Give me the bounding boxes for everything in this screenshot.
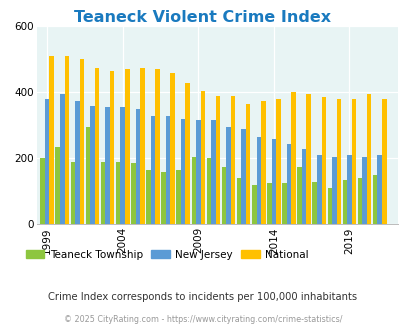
Bar <box>181 119 185 224</box>
Bar <box>361 157 366 224</box>
Bar <box>346 155 351 224</box>
Bar <box>45 99 49 224</box>
Bar <box>110 71 114 224</box>
Bar <box>312 182 316 224</box>
Bar <box>226 127 230 224</box>
Bar <box>150 115 155 224</box>
Bar <box>105 107 110 224</box>
Legend: Teaneck Township, New Jersey, National: Teaneck Township, New Jersey, National <box>21 246 312 264</box>
Bar <box>131 163 135 224</box>
Bar <box>301 148 306 224</box>
Text: Teaneck Violent Crime Index: Teaneck Violent Crime Index <box>74 10 331 25</box>
Bar <box>196 120 200 224</box>
Text: Crime Index corresponds to incidents per 100,000 inhabitants: Crime Index corresponds to incidents per… <box>48 292 357 302</box>
Bar <box>70 162 75 224</box>
Bar <box>366 94 371 224</box>
Bar <box>40 158 45 224</box>
Bar <box>236 178 241 224</box>
Bar <box>260 101 265 224</box>
Bar <box>55 147 60 224</box>
Bar <box>245 104 250 224</box>
Bar <box>200 91 205 224</box>
Bar <box>256 137 260 224</box>
Bar <box>116 162 120 224</box>
Bar <box>49 56 54 224</box>
Bar <box>155 69 159 224</box>
Bar <box>221 167 226 224</box>
Bar <box>60 94 64 224</box>
Bar <box>336 99 340 224</box>
Bar <box>306 94 310 224</box>
Bar <box>286 144 290 224</box>
Bar <box>316 155 321 224</box>
Bar <box>146 170 150 224</box>
Bar <box>351 99 356 224</box>
Bar <box>170 73 175 224</box>
Bar <box>281 183 286 224</box>
Bar <box>241 129 245 224</box>
Bar <box>161 172 165 224</box>
Bar <box>372 175 377 224</box>
Bar <box>381 99 386 224</box>
Bar <box>252 185 256 224</box>
Bar <box>120 107 125 224</box>
Bar <box>275 99 280 224</box>
Bar <box>327 188 331 224</box>
Bar <box>85 127 90 224</box>
Bar <box>342 180 346 224</box>
Bar <box>165 115 170 224</box>
Bar <box>321 97 325 224</box>
Bar <box>191 157 196 224</box>
Bar <box>185 82 190 224</box>
Bar <box>176 170 181 224</box>
Text: © 2025 CityRating.com - https://www.cityrating.com/crime-statistics/: © 2025 CityRating.com - https://www.city… <box>64 315 341 324</box>
Bar <box>64 56 69 224</box>
Bar <box>206 158 211 224</box>
Bar <box>296 167 301 224</box>
Bar <box>215 96 220 224</box>
Bar <box>135 109 140 224</box>
Bar <box>211 120 215 224</box>
Bar <box>230 96 235 224</box>
Bar <box>140 68 144 224</box>
Bar <box>94 68 99 224</box>
Bar <box>90 106 94 224</box>
Bar <box>79 59 84 224</box>
Bar <box>290 92 295 224</box>
Bar <box>266 183 271 224</box>
Bar <box>331 157 336 224</box>
Bar <box>271 139 275 224</box>
Bar <box>357 178 361 224</box>
Bar <box>100 162 105 224</box>
Bar <box>377 155 381 224</box>
Bar <box>125 69 129 224</box>
Bar <box>75 101 79 224</box>
